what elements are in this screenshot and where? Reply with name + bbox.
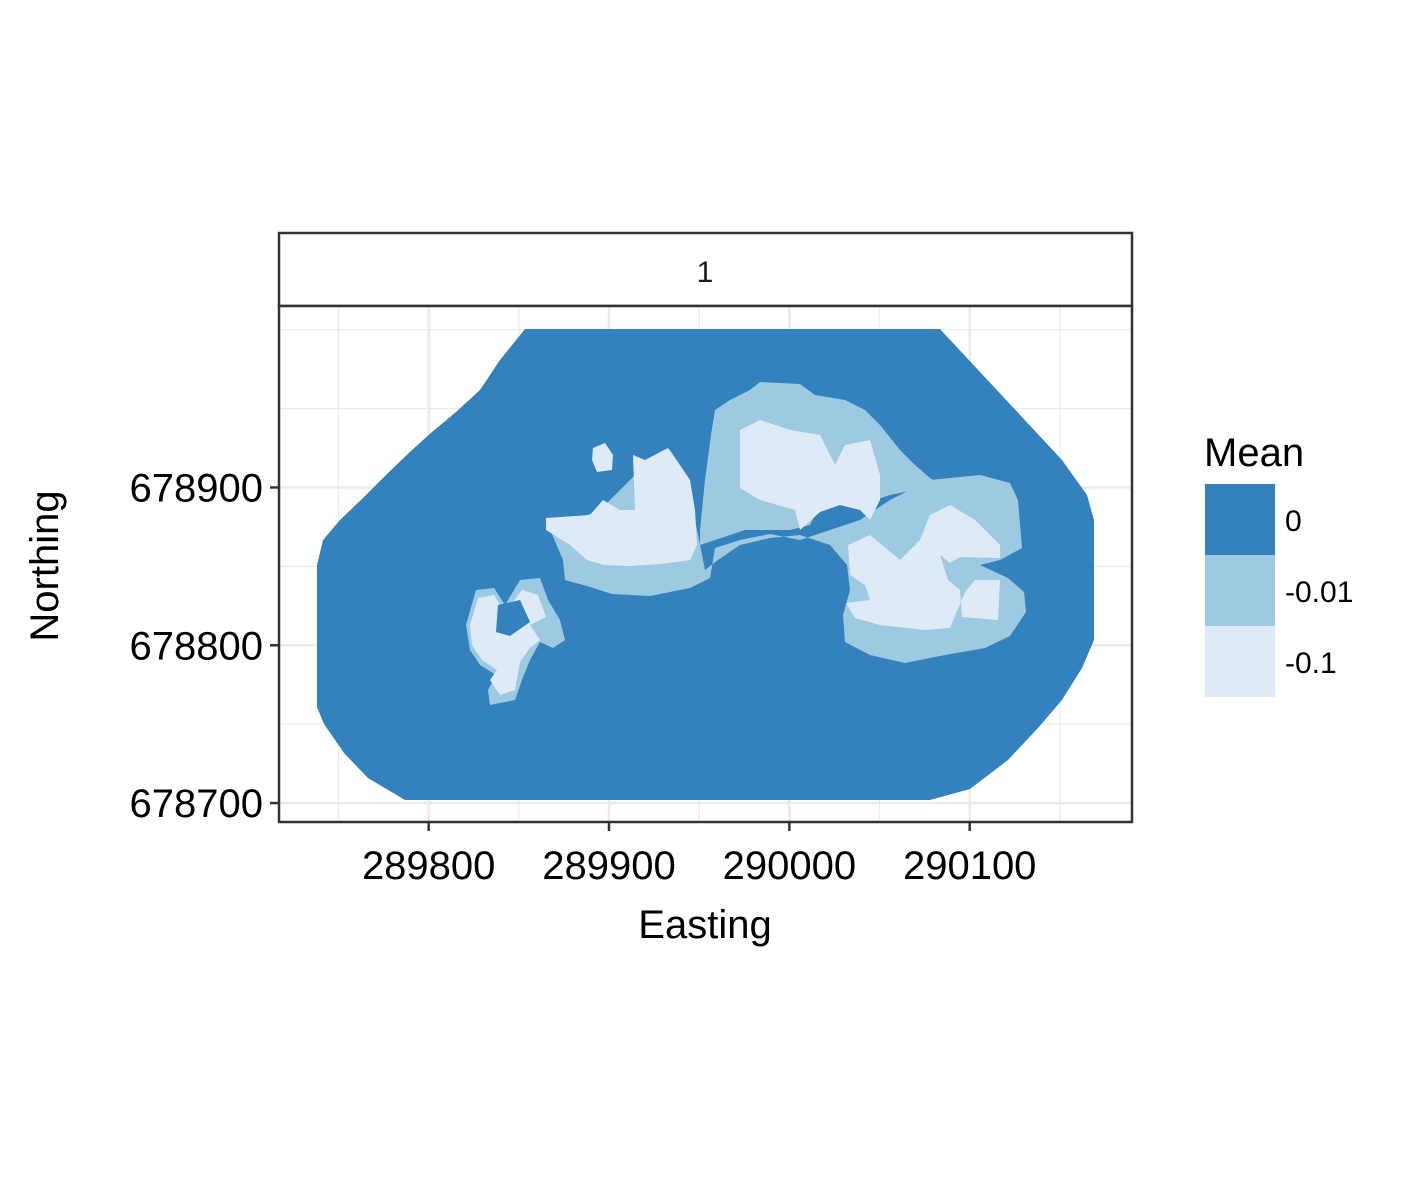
legend-label: -0.1 — [1285, 647, 1337, 680]
region-level-0-left-hole — [496, 600, 530, 636]
legend-key — [1205, 484, 1275, 555]
y-axis-title: Northing — [23, 490, 67, 641]
x-tick-label: 289900 — [542, 844, 675, 888]
facet-strip-label: 1 — [697, 256, 714, 289]
contour-regions — [317, 329, 1094, 800]
region-level-neg01-small — [592, 443, 613, 472]
x-axis-title: Easting — [638, 903, 771, 947]
region-level-neg01-center — [546, 448, 697, 566]
legend: Mean 0 -0.01 -0.1 — [1204, 431, 1353, 697]
region-level-neg01-right — [846, 505, 1000, 630]
facet-strip — [277, 231, 1134, 308]
x-tick-label: 289800 — [362, 844, 495, 888]
legend-label: -0.01 — [1285, 576, 1353, 609]
x-tick-label: 290100 — [903, 844, 1036, 888]
y-tick-label: 678900 — [130, 466, 263, 510]
y-tick-label: 678700 — [130, 782, 263, 826]
legend-title: Mean — [1204, 431, 1304, 475]
legend-key — [1205, 555, 1275, 626]
legend-label: 0 — [1285, 505, 1302, 538]
panel-border — [277, 304, 1134, 824]
y-tick-label: 678800 — [130, 624, 263, 668]
x-axis: 289800 289900 290000 290100 — [362, 822, 1036, 888]
legend-key — [1205, 626, 1275, 697]
y-axis: 678700 678800 678900 — [130, 466, 279, 826]
region-level-neg01-upper — [740, 420, 880, 530]
x-tick-label: 290000 — [723, 844, 856, 888]
